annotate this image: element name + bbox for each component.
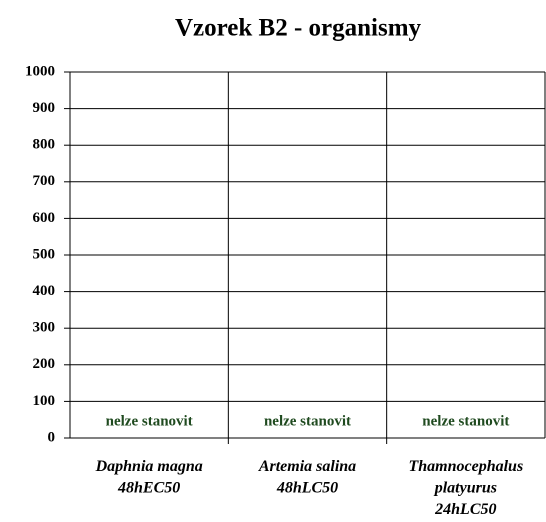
value-label: nelze stanovit [106, 413, 193, 429]
x-tick-label: Artemia salina 48hLC50 [258, 458, 356, 497]
y-tick-label: 400 [33, 283, 56, 299]
y-tick-label: 700 [33, 173, 56, 189]
y-tick-label: 800 [33, 137, 56, 153]
y-tick-label: 900 [33, 100, 56, 116]
x-tick-label: Daphnia magna 48hEC50 [95, 458, 203, 497]
y-tick-label: 200 [33, 356, 56, 372]
y-tick-label: 100 [33, 393, 56, 409]
y-tick-label: 500 [33, 246, 56, 262]
value-label: nelze stanovit [422, 413, 509, 429]
value-label: nelze stanovit [264, 413, 351, 429]
chart-title: Vzorek B2 - organismy [175, 15, 422, 42]
y-tick-label: 1000 [25, 63, 55, 79]
x-tick-label: Thamnocephalus platyurus 24hLC50 [408, 458, 523, 518]
y-tick-label: 600 [33, 210, 56, 226]
y-tick-label: 0 [48, 429, 56, 445]
y-tick-label: 300 [33, 320, 56, 336]
